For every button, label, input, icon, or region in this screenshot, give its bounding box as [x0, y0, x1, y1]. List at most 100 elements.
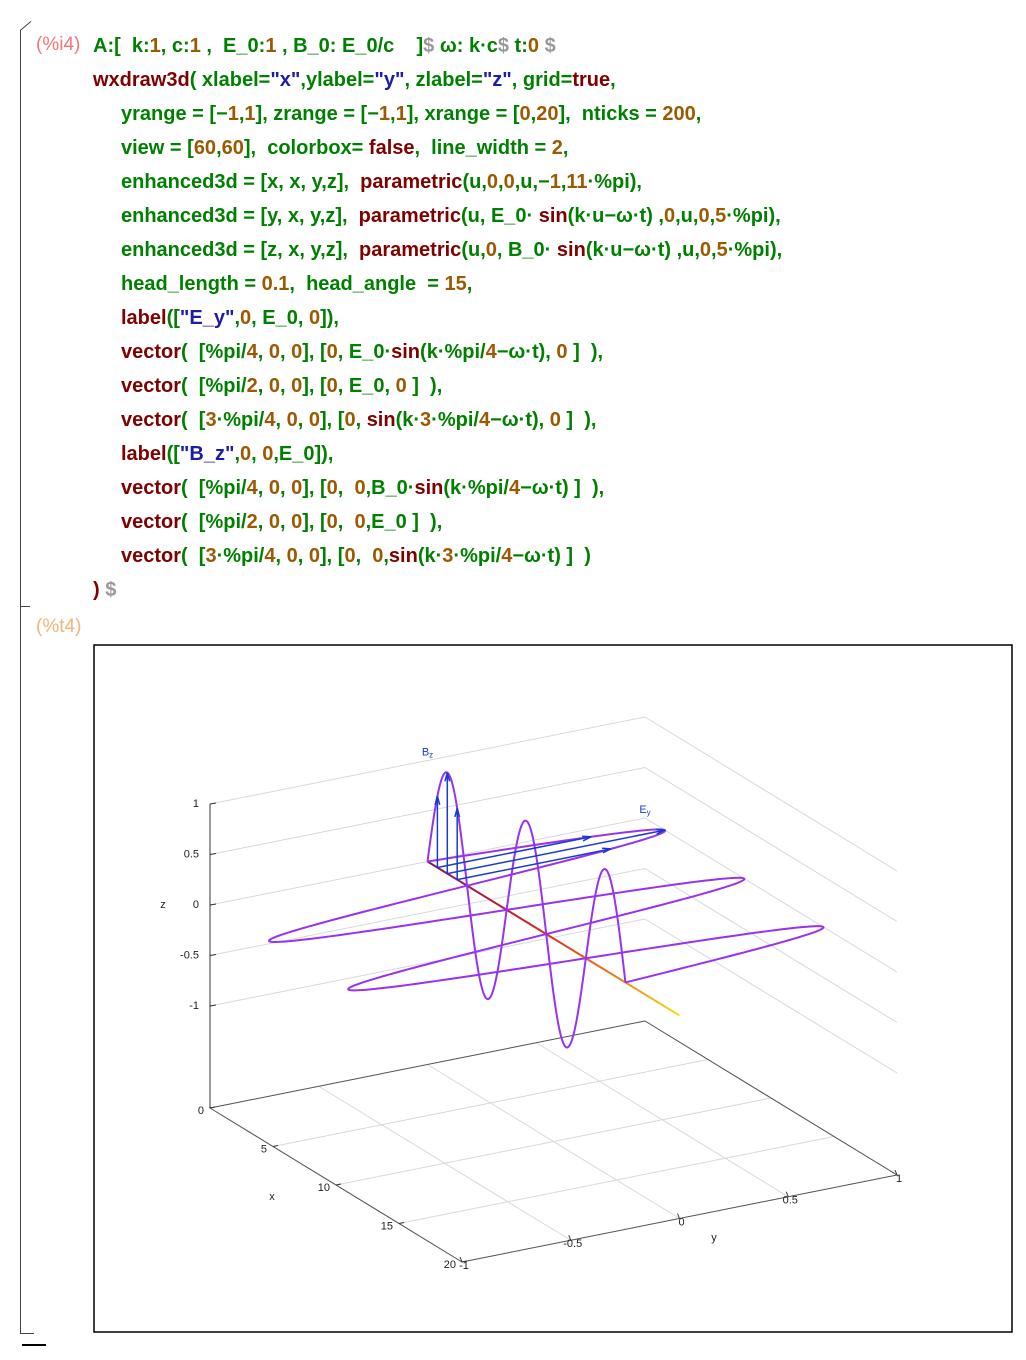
- y-tick: [459, 1256, 463, 1263]
- code-token: 0: [286, 545, 298, 567]
- z-axis-label: z: [160, 899, 166, 911]
- code-token: ·%pi/: [431, 409, 479, 431]
- code-token: ,: [498, 171, 504, 193]
- code-token: 11: [566, 171, 588, 193]
- code-line: vector( [3·%pi/4, 0, 0], [0, 0,sin(k·3·%…: [121, 543, 591, 569]
- code-token: 0: [699, 239, 712, 261]
- code-token: ,: [257, 511, 269, 533]
- code-token: ], [: [302, 511, 327, 533]
- code-line: yrange = [−1,1], zrange = [−1,1], xrange…: [121, 101, 701, 127]
- code-token: (k·: [417, 545, 443, 567]
- label-base: B: [422, 746, 429, 758]
- code-token: 0: [344, 545, 356, 567]
- code-token: ,: [279, 477, 292, 499]
- code-token: ,: [530, 103, 537, 125]
- code-token: A:[ k:: [93, 35, 150, 57]
- code-token: ,: [466, 273, 473, 295]
- code-token: 5: [716, 239, 728, 261]
- e-vector: [437, 836, 592, 869]
- code-token: 2: [246, 375, 258, 397]
- code-token: 0: [549, 409, 561, 431]
- code-token: wxdraw3d: [93, 69, 190, 91]
- label-base: E: [639, 804, 646, 816]
- code-token: 0: [354, 511, 366, 533]
- code-token: ,: [238, 103, 245, 125]
- code-token: (k·: [395, 409, 421, 431]
- code-token: ,: [390, 103, 396, 125]
- e-field-curve: [268, 828, 825, 992]
- code-line: enhanced3d = [y, x, y,z], parametric(u, …: [121, 203, 781, 229]
- code-token: (k·u−ω·t) ,u,: [585, 239, 700, 261]
- x-tick: [398, 1222, 405, 1224]
- code-token: t:: [509, 35, 528, 57]
- code-token: −ω·t),: [490, 409, 550, 431]
- code-token: 4: [478, 409, 491, 431]
- cell-bracket: [20, 30, 21, 608]
- e-vector-head: [656, 829, 666, 835]
- cell-bracket-top: [20, 21, 32, 31]
- code-token: "B_z": [179, 443, 235, 465]
- code-token: 20: [536, 103, 559, 125]
- code-line: A:[ k:1, c:1 , E_0:1 , B_0: E_0/c ]$ ω: …: [93, 33, 556, 59]
- code-token: , c:: [160, 35, 190, 57]
- z-tick: [209, 903, 217, 906]
- code-token: ω: k·c: [434, 35, 498, 57]
- code-token: ( [: [181, 409, 206, 431]
- code-line: vector( [3·%pi/4, 0, 0], [0, sin(k·3·%pi…: [121, 407, 596, 433]
- code-token: vector: [121, 545, 182, 567]
- code-token: 1: [395, 103, 407, 125]
- code-token: 4: [246, 477, 258, 499]
- code-token: ( [%pi/: [181, 477, 247, 499]
- code-token: ( [%pi/: [181, 341, 247, 363]
- code-token: ], [: [320, 545, 345, 567]
- code-token: ,u,: [675, 205, 699, 227]
- grid-line: [535, 1042, 789, 1198]
- b-vector-head: [446, 772, 451, 782]
- code-token: 60: [193, 137, 217, 159]
- code-token: sin: [388, 545, 418, 567]
- code-token: ( [%pi/: [181, 511, 247, 533]
- cursor: [22, 1344, 46, 1346]
- code-token: ( xlabel=: [189, 69, 271, 91]
- code-token: 4: [264, 545, 276, 567]
- code-token: −ω·t) ] ),: [520, 477, 605, 499]
- code-token: ,: [275, 545, 287, 567]
- code-token: (k·u−ω·t) ,: [567, 205, 664, 227]
- code-token: ,: [383, 545, 389, 567]
- code-token: yrange = [−: [121, 103, 228, 125]
- code-token: 0: [326, 375, 338, 397]
- code-token: ,: [279, 341, 292, 363]
- code-token: 0: [503, 171, 515, 193]
- code-token: 0: [262, 443, 274, 465]
- x-tick: [272, 1145, 279, 1147]
- code-line: ) $: [93, 577, 116, 603]
- code-token: ,: [337, 477, 355, 499]
- code-token: 3: [420, 409, 432, 431]
- code-token: 1: [244, 103, 256, 125]
- code-token: ,B_0·: [365, 477, 415, 499]
- code-line: enhanced3d = [z, x, y,z], parametric(u,0…: [121, 237, 782, 263]
- code-token: 0: [556, 341, 568, 363]
- code-token: ,: [711, 239, 717, 261]
- z-tick: [209, 954, 217, 956]
- code-token: ([: [166, 443, 180, 465]
- code-token: ], [: [302, 341, 327, 363]
- z-tick-label: 0.5: [184, 848, 199, 860]
- code-token: ,: [275, 409, 287, 431]
- code-token: 0: [354, 477, 366, 499]
- code-token: ,: [251, 443, 263, 465]
- code-token: vector: [121, 477, 182, 499]
- e-vector-head: [601, 847, 612, 850]
- code-token: 0: [326, 511, 338, 533]
- grid-line: [318, 1085, 572, 1241]
- code-token: , B_0: E_0/c ]: [276, 35, 424, 57]
- x-tick: [335, 1183, 342, 1186]
- e-vector-head: [582, 835, 592, 838]
- y-tick-label: 0.5: [783, 1195, 798, 1207]
- b-vector-head: [456, 808, 461, 818]
- x-axis-label: x: [269, 1191, 275, 1203]
- code-token: , zlabel=: [404, 69, 483, 91]
- y-tick-label: -1: [459, 1260, 469, 1272]
- code-token: ·%pi),: [587, 171, 642, 193]
- code-token: 0: [291, 511, 303, 533]
